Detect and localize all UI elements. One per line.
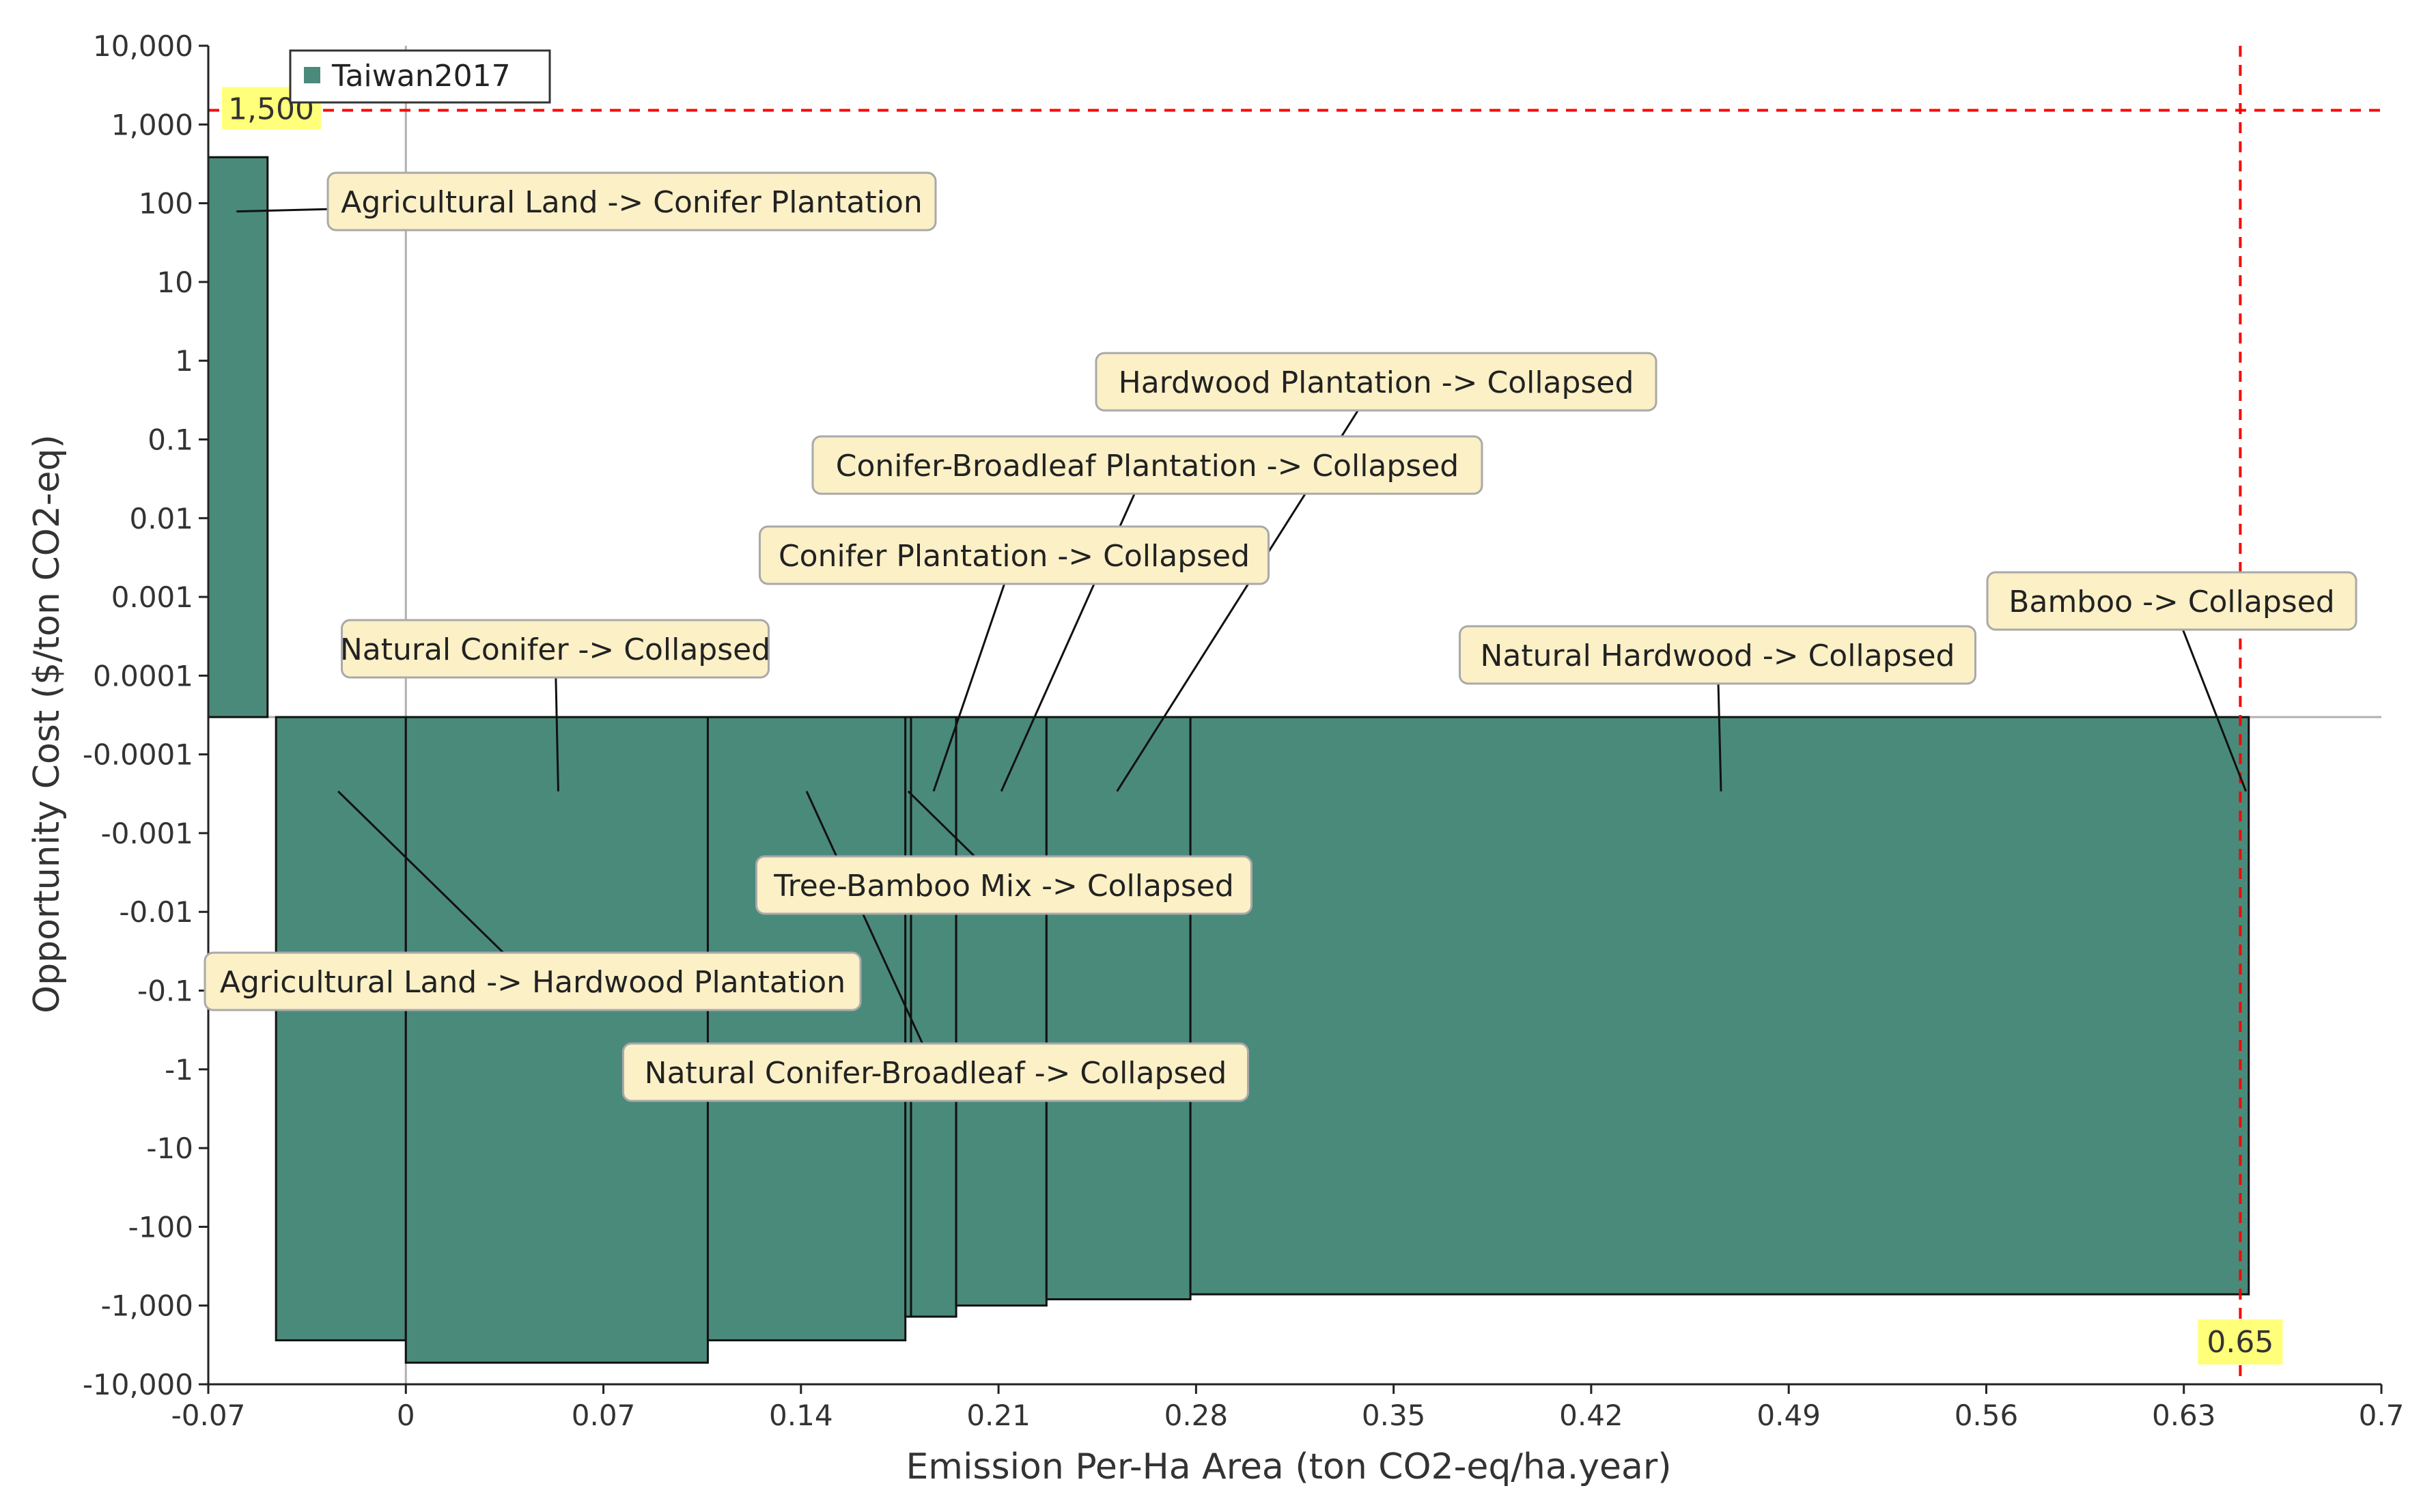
annotation-label: Natural Conifer -> Collapsed — [340, 632, 770, 667]
y-tick-label: 10 — [157, 266, 193, 299]
annotation-label: Bamboo -> Collapsed — [2009, 585, 2334, 619]
annotation-label: Conifer Plantation -> Collapsed — [779, 539, 1250, 574]
annotation-box — [1459, 625, 1976, 685]
annotations: Agricultural Land -> Conifer Plantation N… — [204, 171, 2357, 1102]
annotation-leader — [805, 791, 937, 1073]
legend-entry-label: Taiwan2017 — [331, 59, 511, 94]
annotation-box — [326, 171, 937, 232]
x-tick-label: 0.56 — [1955, 1399, 2019, 1432]
annotation-box — [204, 951, 862, 1011]
bars — [207, 156, 2250, 1364]
x-tick-label: 0 — [397, 1399, 415, 1432]
annotation-box — [622, 1042, 1249, 1102]
annotation-label: Natural Hardwood -> Collapsed — [1481, 639, 1955, 673]
y-tick-label: -10 — [146, 1132, 193, 1165]
annotation-leader — [1000, 464, 1149, 792]
y-tick-label: -100 — [128, 1210, 193, 1244]
legend-swatch — [304, 67, 320, 83]
y-tick-label: 1 — [175, 344, 193, 378]
annotation-label: Agricultural Land -> Conifer Plantation — [341, 185, 923, 220]
annotation-box — [341, 619, 770, 679]
annotation-leader — [337, 790, 534, 983]
annotation-label: Agricultural Land -> Hardwood Plantation — [220, 965, 845, 1000]
annotation-box — [1986, 571, 2357, 631]
x-tick-label: 0.28 — [1164, 1399, 1229, 1432]
annotation-box — [755, 855, 1253, 915]
bar — [910, 716, 957, 1318]
y-tick-label: 0.1 — [148, 423, 193, 456]
x-tick-label: 0.7 — [2359, 1399, 2405, 1432]
annotation-box — [759, 525, 1270, 585]
axes: 10,000 1,000 100 10 1 0.1 0.01 0.001 0.0001 -0.00… — [83, 29, 2405, 1432]
x-tick-label: 0.35 — [1362, 1399, 1426, 1432]
x-tick-label: 0.07 — [572, 1399, 636, 1432]
x-tick-label: 0.14 — [769, 1399, 833, 1432]
bar — [706, 716, 907, 1342]
reference-label-vertical-bg — [2198, 1319, 2283, 1364]
y-axis-title: Opportunity Cost ($/ton CO2-eq) — [27, 434, 68, 1013]
y-tick-label: 0.0001 — [93, 659, 193, 692]
x-tick-label: 0.63 — [2152, 1399, 2216, 1432]
y-tick-label: 100 — [139, 187, 193, 221]
x-axis-title: Emission Per-Ha Area (ton CO2-eq/ha.year… — [906, 1446, 1671, 1487]
bar — [1045, 716, 1192, 1301]
y-tick-label: -10,000 — [83, 1368, 193, 1401]
legend: Taiwan2017 — [289, 49, 551, 104]
bar — [404, 716, 709, 1364]
bar — [955, 716, 1048, 1307]
y-tick-label: 0.01 — [129, 502, 193, 535]
legend-box — [289, 49, 551, 104]
annotation-label: Conifer-Broadleaf Plantation -> Collapse… — [836, 449, 1459, 484]
y-tick-label: -0.01 — [119, 895, 193, 929]
y-tick-label: -1 — [165, 1053, 193, 1087]
annotation-label: Natural Conifer-Broadleaf -> Collapsed — [645, 1056, 1227, 1091]
annotation-box — [811, 435, 1483, 495]
annotation-leader — [932, 555, 1016, 792]
y-tick-label: -0.1 — [137, 975, 193, 1008]
y-tick-label: 0.001 — [111, 580, 193, 614]
x-tick-label: 0.21 — [966, 1399, 1031, 1432]
y-tick-label: -0.0001 — [83, 738, 193, 772]
annotation-label: Hardwood Plantation -> Collapsed — [1119, 365, 1634, 400]
annotation-leader — [2170, 600, 2248, 792]
y-tick-label: -0.001 — [101, 817, 193, 850]
reference-label-vertical: 0.65 — [2207, 1325, 2273, 1360]
x-tick-label: 0.49 — [1757, 1399, 1821, 1432]
x-tick-label: 0.42 — [1559, 1399, 1623, 1432]
bar — [275, 716, 407, 1342]
bar — [207, 156, 269, 718]
annotation-box — [1095, 352, 1657, 412]
y-tick-label: 1,000 — [111, 108, 193, 141]
bar — [1189, 716, 2250, 1296]
x-tick-label: -0.07 — [171, 1399, 246, 1432]
y-tick-label: 10,000 — [93, 29, 193, 63]
annotation-label: Tree-Bamboo Mix -> Collapsed — [773, 869, 1234, 904]
y-tick-label: -1,000 — [101, 1289, 193, 1323]
